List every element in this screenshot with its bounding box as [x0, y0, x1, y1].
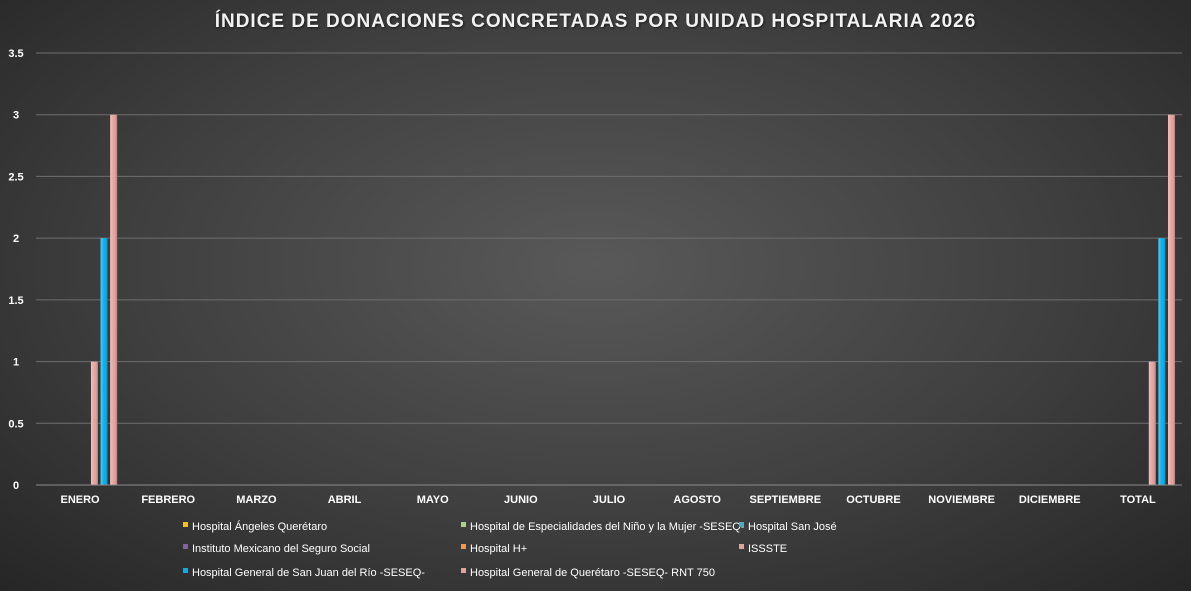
legend-swatch — [461, 522, 466, 527]
bar-shade — [1148, 361, 1156, 485]
chart-title: ÍNDICE DE DONACIONES CONCRETADAS POR UNI… — [214, 11, 977, 32]
gridlines — [36, 52, 1182, 424]
y-tick-label: 0 — [13, 480, 19, 492]
x-tick-label: ENERO — [61, 494, 101, 506]
y-tick-label: 3.5 — [8, 48, 23, 60]
x-tick-label: JULIO — [593, 494, 626, 506]
x-tick-label: TOTAL — [1120, 494, 1156, 506]
legend-label: Hospital Ángeles Querétaro — [192, 520, 327, 533]
legend-swatch — [183, 522, 188, 527]
y-tick-label: 2 — [13, 233, 19, 245]
y-axis-ticks: 0 0.5 1 1.5 2 2.5 3 3.5 — [8, 48, 23, 492]
legend-label: Hospital de Especialidades del Niño y la… — [470, 521, 745, 533]
bar-shade — [1168, 114, 1176, 485]
legend-label: ISSSTE — [748, 543, 787, 555]
legend-label: Hospital H+ — [470, 543, 527, 555]
bars — [90, 114, 1176, 485]
x-tick-label: NOVIEMBRE — [928, 494, 995, 506]
y-tick-label: 0.5 — [8, 418, 23, 430]
legend-swatch — [461, 544, 466, 549]
y-tick-label: 2.5 — [8, 171, 23, 183]
y-tick-label: 3 — [13, 110, 19, 122]
legend-label: Hospital San José — [748, 521, 837, 533]
y-tick-label: 1 — [13, 357, 19, 369]
x-tick-label: OCTUBRE — [846, 494, 900, 506]
legend-swatch — [461, 568, 466, 573]
x-tick-label: DICIEMBRE — [1019, 494, 1081, 506]
x-axis-ticks: ENERO FEBRERO MARZO ABRIL MAYO JUNIO JULIO AGOS… — [61, 494, 1157, 506]
bar-shade — [1158, 238, 1166, 485]
legend-swatch — [739, 544, 744, 549]
x-tick-label: ABRIL — [328, 494, 362, 506]
x-tick-label: SEPTIEMBRE — [750, 494, 822, 506]
legend-swatch — [183, 568, 188, 573]
x-tick-label: MAYO — [417, 494, 449, 506]
x-tick-label: FEBRERO — [141, 494, 195, 506]
bar-shade — [100, 238, 108, 485]
legend-swatch — [183, 544, 188, 549]
x-tick-label: MARZO — [236, 494, 277, 506]
legend-label: Hospital General de Querétaro -SESEQ- RN… — [470, 567, 715, 579]
bar-shade — [110, 114, 118, 485]
legend: Hospital Ángeles Querétaro Hospital de Es… — [183, 520, 837, 579]
legend-label: Instituto Mexicano del Seguro Social — [192, 543, 370, 555]
legend-label: Hospital General de San Juan del Río -SE… — [192, 567, 425, 579]
legend-swatch — [739, 522, 744, 527]
bar-shade — [90, 361, 98, 485]
y-tick-label: 1.5 — [8, 295, 23, 307]
x-tick-label: JUNIO — [504, 494, 538, 506]
x-tick-label: AGOSTO — [673, 494, 721, 506]
